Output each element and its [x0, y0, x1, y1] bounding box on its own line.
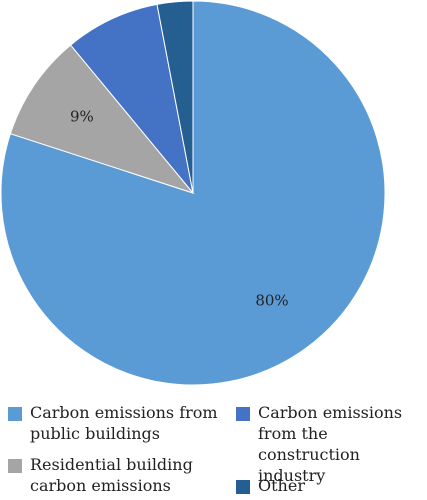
- legend-item-public-buildings: Carbon emissions from public buildings: [8, 402, 218, 444]
- slice-label-carbon-emissions-from-public-buildings: 80%: [255, 292, 288, 310]
- legend: Carbon emissions from public buildings C…: [0, 402, 427, 500]
- pie-slice-other: [156, 0, 194, 194]
- legend-label-residential: Residential building carbon emissions: [30, 455, 193, 495]
- legend-item-residential: Residential building carbon emissions: [8, 454, 218, 496]
- pie-chart: 80% 9%: [0, 0, 386, 386]
- slice-label-residential-building-carbon-emissions: 9%: [70, 107, 94, 125]
- legend-item-other: Other: [236, 475, 426, 496]
- pie-slice-residential-building-carbon-emissions: [9, 44, 195, 195]
- legend-label-public-buildings: Carbon emissions from public buildings: [30, 403, 218, 443]
- legend-swatch-residential: [8, 459, 22, 473]
- legend-label-other: Other: [258, 476, 305, 495]
- pie-slice-carbon-emissions-from-the-construction-industry: [69, 3, 194, 194]
- legend-label-construction-industry: Carbon emissions from the construction i…: [258, 403, 403, 485]
- legend-swatch-public-buildings: [8, 407, 22, 421]
- legend-swatch-other: [236, 480, 250, 494]
- legend-swatch-construction-industry: [236, 407, 250, 421]
- legend-item-construction-industry: Carbon emissions from the construction i…: [236, 402, 426, 486]
